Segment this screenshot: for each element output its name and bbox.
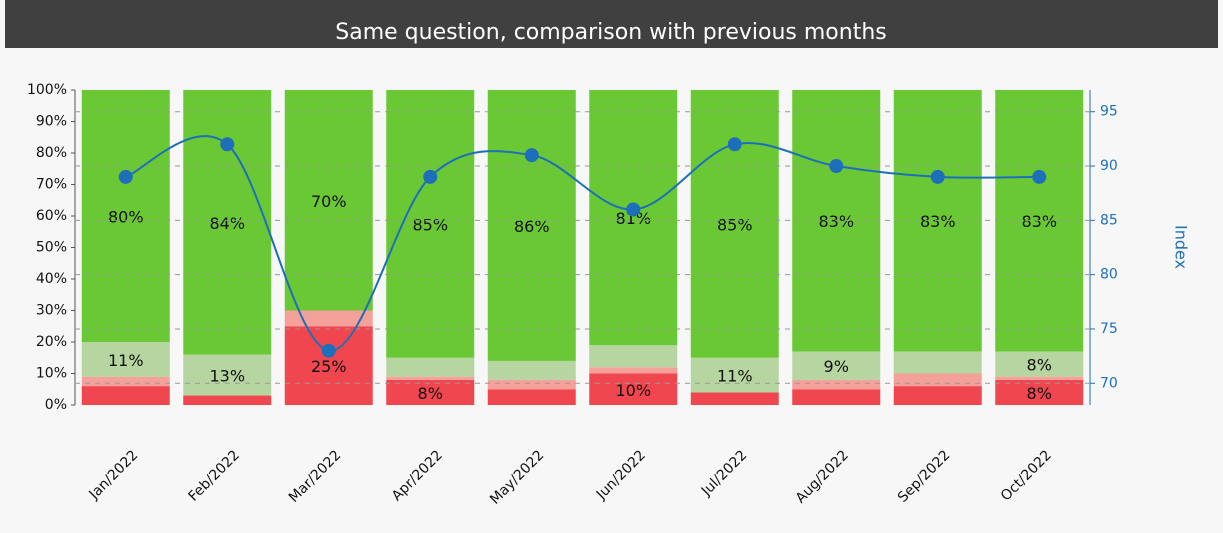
y-tick-label: 10% (36, 366, 67, 382)
bar-segment (284, 90, 373, 311)
data-label: 85% (412, 215, 448, 234)
data-label: 8% (1027, 356, 1052, 375)
data-label: 70% (311, 192, 347, 211)
bar-segment (792, 351, 881, 380)
index-marker (118, 169, 133, 184)
bar-segment (183, 354, 272, 396)
bar-segment (183, 395, 272, 405)
x-tick-label: Jan/2022 (86, 447, 142, 503)
x-tick-label: Feb/2022 (186, 447, 243, 504)
x-tick-label: Apr/2022 (389, 447, 446, 504)
index-marker (524, 148, 539, 163)
y-tick-label: 30% (36, 303, 67, 319)
y-tick-label: 100% (27, 82, 67, 98)
index-marker (626, 202, 641, 217)
data-label: 11% (108, 351, 144, 370)
data-label: 80% (108, 208, 144, 227)
bar-segment (690, 357, 779, 393)
bar-segment (386, 357, 475, 377)
data-label: 13% (209, 367, 245, 386)
y2-tick-label: 90 (1100, 158, 1118, 174)
data-label: 11% (717, 367, 753, 386)
data-label: 8% (418, 384, 443, 403)
index-marker (220, 137, 235, 152)
bar-segment (386, 90, 475, 358)
y-tick-label: 40% (36, 271, 67, 287)
bar-segment (81, 376, 170, 387)
x-tick-label: Oct/2022 (998, 447, 1055, 504)
title-banner (5, 0, 1218, 48)
bar-segment (995, 379, 1084, 405)
y-tick-label: 80% (36, 145, 67, 161)
data-label: 8% (1027, 384, 1052, 403)
bar-segment (183, 90, 272, 355)
data-label: 84% (209, 214, 245, 233)
bar-segment (487, 360, 576, 380)
bar-segment (995, 376, 1084, 380)
bar-segment (284, 310, 373, 327)
data-label: 81% (615, 209, 651, 228)
bar-segment (386, 376, 475, 380)
bar-segment (487, 379, 576, 390)
chart-title: Same question, comparison with previous … (335, 20, 886, 45)
y-tick-label: 90% (36, 114, 67, 130)
data-label: 83% (818, 212, 854, 231)
bar-segment (81, 90, 170, 342)
data-label: 85% (717, 215, 753, 234)
index-marker (727, 137, 742, 152)
index-marker (930, 169, 945, 184)
x-tick-label: Jun/2022 (593, 447, 649, 503)
bar-segment (81, 386, 170, 405)
bar-segment (893, 386, 982, 405)
index-marker (829, 159, 844, 174)
y-tick-label: 50% (36, 240, 67, 256)
bar-segment (487, 389, 576, 405)
y2-axis-label: Index (1172, 225, 1191, 269)
bar-segment (893, 373, 982, 387)
bar-segment (81, 342, 170, 377)
data-label: 9% (824, 357, 849, 376)
bar-segment (690, 392, 779, 405)
bar-segment (589, 90, 678, 346)
y2-tick-label: 70 (1100, 375, 1118, 391)
y2-tick-label: 85 (1100, 212, 1118, 228)
bar-segment (792, 379, 881, 390)
bar-segment (792, 389, 881, 405)
bar-segment (893, 351, 982, 374)
index-marker (321, 343, 336, 358)
y-tick-label: 70% (36, 177, 67, 193)
data-label: 83% (920, 212, 956, 231)
bar-segment (589, 367, 678, 374)
bar-segment (487, 90, 576, 361)
x-tick-label: Mar/2022 (286, 447, 345, 506)
bar-segment (690, 90, 779, 358)
y-tick-label: 20% (36, 334, 67, 350)
index-marker (423, 169, 438, 184)
bar-segment (284, 326, 373, 405)
bar-segment (386, 379, 475, 405)
data-label: 86% (514, 217, 550, 236)
x-tick-label: May/2022 (487, 447, 547, 507)
y2-tick-label: 95 (1100, 104, 1118, 120)
data-label: 25% (311, 357, 347, 376)
x-tick-label: Jul/2022 (698, 447, 751, 500)
index-line (125, 135, 1040, 352)
x-tick-label: Aug/2022 (793, 447, 852, 506)
bar-segment (589, 373, 678, 405)
y2-tick-label: 75 (1100, 321, 1118, 337)
x-tick-label: Sep/2022 (895, 447, 954, 506)
bar-segment (589, 345, 678, 368)
y2-tick-label: 80 (1100, 267, 1118, 283)
data-label: 83% (1021, 212, 1057, 231)
index-marker (1032, 169, 1047, 184)
y-tick-label: 0% (45, 397, 67, 413)
y-tick-label: 60% (36, 208, 67, 224)
data-label: 10% (615, 381, 651, 400)
bar-segment (995, 351, 1084, 377)
